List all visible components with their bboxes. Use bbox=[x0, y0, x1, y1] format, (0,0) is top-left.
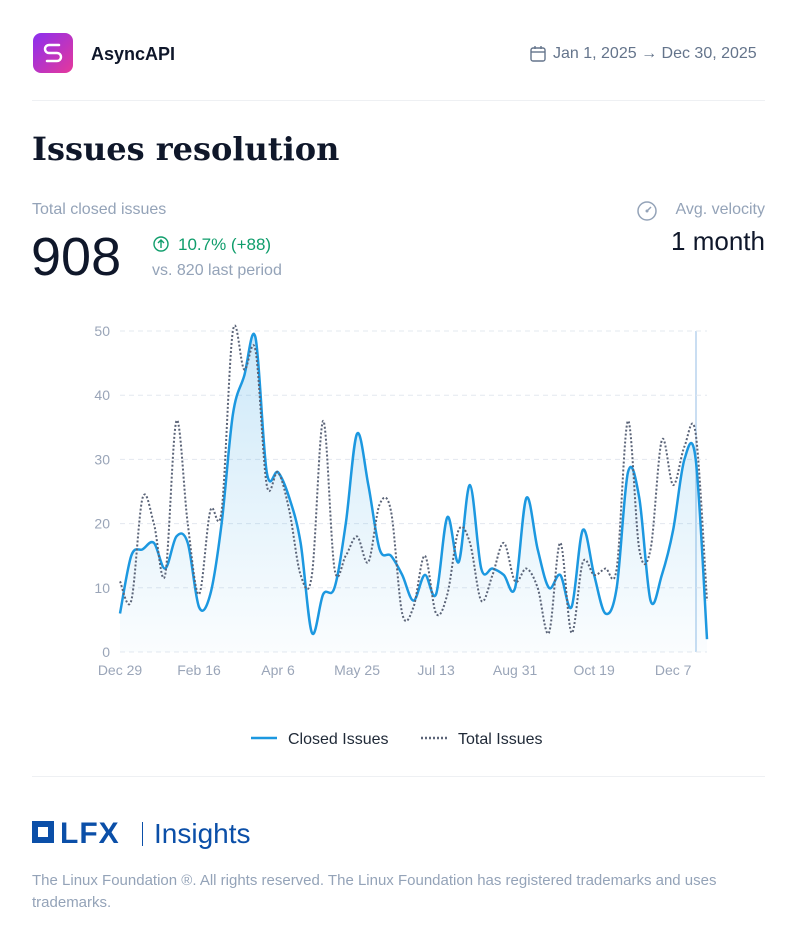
velocity-value: 1 month bbox=[671, 226, 765, 256]
brand: LFX bbox=[60, 817, 120, 850]
divider bbox=[32, 776, 765, 777]
area bbox=[120, 333, 707, 652]
x-tick-label: Oct 19 bbox=[573, 662, 614, 678]
x-tick-label: Dec 7 bbox=[655, 662, 692, 678]
velocity-icon bbox=[637, 201, 657, 221]
x-tick-label: Dec 29 bbox=[98, 662, 143, 678]
y-tick-label: 40 bbox=[94, 387, 110, 403]
stat-delta: 10.7% (+88) bbox=[178, 235, 272, 254]
project-name: AsyncAPI bbox=[91, 44, 176, 64]
x-tick-label: Aug 31 bbox=[493, 662, 538, 678]
y-tick-label: 0 bbox=[102, 644, 110, 660]
up-icon bbox=[153, 236, 169, 252]
legend-label[interactable]: Closed Issues bbox=[288, 731, 389, 748]
section-title: Issues resolution bbox=[32, 130, 340, 168]
divider bbox=[32, 100, 765, 101]
stat-value: 908 bbox=[31, 227, 122, 287]
series-line bbox=[119, 324, 708, 635]
stat-comparison: vs. 820 last period bbox=[152, 262, 282, 279]
y-tick-label: 50 bbox=[94, 323, 110, 339]
calendar-icon bbox=[530, 46, 546, 62]
x-tick-label: May 25 bbox=[334, 662, 380, 678]
chart: 0 10 20 30 40 50 Dec 29 Feb 16 Apr 6 May 25 Jul 13… bbox=[94, 323, 709, 748]
product: Insights bbox=[154, 818, 251, 849]
copyright: The Linux Foundation ®. All rights reser… bbox=[32, 872, 717, 911]
y-tick-label: 10 bbox=[94, 580, 110, 596]
velocity-label: Avg. velocity bbox=[675, 201, 765, 218]
date-range[interactable]: Jan 1, 2025 → Dec 30, 2025 bbox=[553, 45, 757, 62]
legend-label[interactable]: Total Issues bbox=[458, 731, 542, 748]
stat-label: Total closed issues bbox=[32, 201, 167, 218]
y-tick-label: 20 bbox=[94, 516, 110, 532]
project-logo bbox=[33, 33, 73, 73]
x-tick-label: Jul 13 bbox=[417, 662, 455, 678]
x-tick-label: Feb 16 bbox=[177, 662, 221, 678]
lfx-mark bbox=[32, 821, 54, 843]
brand-divider bbox=[142, 822, 143, 846]
x-tick-label: Apr 6 bbox=[261, 662, 295, 678]
y-tick-label: 30 bbox=[94, 451, 110, 467]
